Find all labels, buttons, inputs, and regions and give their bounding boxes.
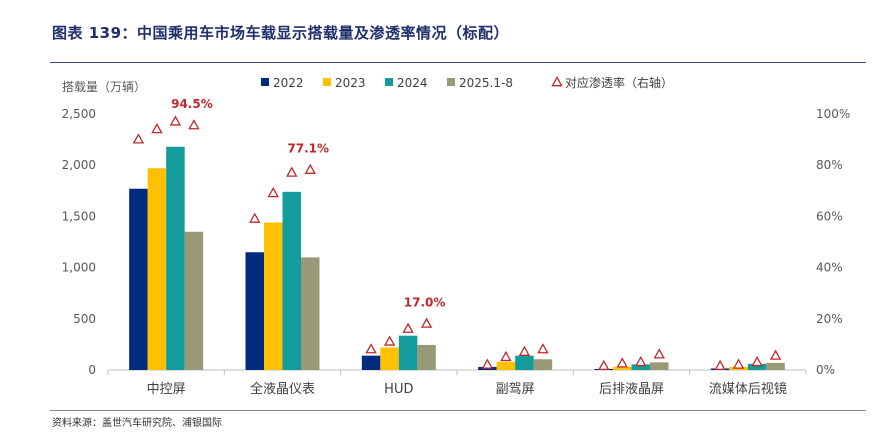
penetration-annotation: 17.0% [404, 295, 446, 309]
legend-label: 2024 [397, 76, 428, 90]
legend-label: 2025.1-8 [459, 76, 513, 90]
bar-2024-后排液晶屏 [631, 364, 650, 370]
penetration-marker [635, 355, 647, 367]
penetration-annotation: 77.1% [287, 142, 329, 156]
penetration-marker [598, 359, 610, 371]
penetration-marker [751, 355, 763, 367]
source-note: 资料来源：盖世汽车研究院、浦银国际 [52, 418, 222, 429]
bar-2024-流媒体后视镜 [747, 363, 767, 370]
penetration-marker [518, 345, 531, 356]
y-axis-label: 搭载量（万辆） [62, 80, 146, 94]
bar-2024-副驾屏 [515, 355, 534, 370]
y2-tick-label: 20% [816, 312, 843, 326]
bar-2025.1-8-HUD [417, 344, 436, 370]
y-tick-label: 500 [73, 312, 96, 326]
bar-2023-HUD [380, 347, 399, 370]
bar-2022-中控屏 [129, 188, 148, 370]
bar-2025.1-8-全液晶仪表 [301, 257, 320, 370]
bar-2023-中控屏 [147, 168, 167, 370]
penetration-marker [420, 317, 433, 328]
title-rule [50, 62, 866, 63]
y2-tick-label: 100% [816, 107, 850, 121]
penetration-marker [267, 186, 279, 198]
penetration-markers [132, 115, 782, 371]
y2-tick-label: 60% [816, 209, 843, 223]
penetration-marker [481, 358, 494, 369]
legend-label: 2022 [273, 76, 304, 90]
penetration-marker [151, 122, 163, 134]
penetration-marker [132, 133, 145, 144]
chart-legend: 2022 2023 2024 2025.1-8 对应渗透率（右轴） [261, 75, 673, 90]
penetration-marker [365, 343, 377, 354]
legend-triangle-icon [551, 76, 563, 87]
penetration-marker [732, 358, 745, 369]
bar-2024-中控屏 [166, 146, 185, 370]
penetration-marker [249, 212, 261, 223]
penetration-annotation: 94.5% [171, 97, 213, 111]
legend-swatch-2025.1-8 [447, 78, 455, 86]
penetration-marker [714, 359, 726, 371]
category-label: 中控屏 [147, 382, 186, 397]
category-label: 后排液晶屏 [599, 382, 664, 397]
bar-2024-全液晶仪表 [282, 191, 301, 370]
category-label: HUD [384, 382, 413, 397]
y2-tick-label: 80% [816, 158, 843, 172]
chart-bars [129, 146, 785, 370]
bar-2025.1-8-中控屏 [184, 231, 204, 370]
y-tick-label: 1,500 [62, 209, 96, 223]
y2-tick-label: 40% [816, 261, 843, 275]
penetration-marker [169, 115, 182, 126]
penetration-marker [402, 322, 414, 333]
bar-2025.1-8-副驾屏 [533, 359, 553, 370]
legend-label: 2023 [335, 76, 366, 90]
penetration-marker [653, 348, 665, 359]
penetration-marker [286, 166, 298, 177]
y-tick-label: 2,000 [62, 158, 96, 172]
bar-2022-HUD [361, 355, 381, 370]
y-tick-label: 2,500 [62, 107, 96, 121]
category-label: 副驾屏 [496, 382, 535, 397]
bar-2025.1-8-流媒体后视镜 [766, 362, 785, 370]
legend-swatch-2023 [323, 78, 331, 86]
legend-swatch-2022 [261, 78, 269, 86]
category-label: 全液晶仪表 [250, 381, 315, 397]
y-tick-label: 0 [88, 363, 96, 377]
penetration-marker [616, 357, 628, 368]
y2-tick-label: 0% [816, 363, 835, 377]
penetration-marker [500, 350, 512, 362]
penetration-marker [769, 349, 782, 360]
legend-swatch-2024 [385, 78, 393, 86]
penetration-marker [537, 343, 549, 354]
category-label: 流媒体后视镜 [709, 382, 787, 397]
y-tick-label: 1,000 [62, 261, 96, 275]
chart-labels: 94.5% 77.1% 17.0% [171, 97, 445, 309]
chart-axes: 搭载量（万辆） 0 500 1,000 1,500 2,000 2,500 0% 20% 40% 6… [62, 80, 851, 397]
bar-2023-后排液晶屏 [613, 366, 632, 370]
bar-2024-HUD [398, 335, 418, 370]
bar-2025.1-8-后排液晶屏 [650, 362, 669, 370]
source-rule [50, 410, 866, 411]
bar-2022-全液晶仪表 [245, 252, 264, 370]
legend-label: 对应渗透率（右轴） [565, 75, 673, 90]
figure-title: 图表 139：中国乘用车市场车载显示搭载量及渗透率情况（标配） [52, 24, 510, 42]
penetration-marker [383, 335, 396, 346]
bar-2023-副驾屏 [496, 361, 516, 370]
penetration-marker [304, 163, 316, 174]
penetration-marker [188, 119, 200, 130]
bar-2023-全液晶仪表 [264, 222, 283, 370]
